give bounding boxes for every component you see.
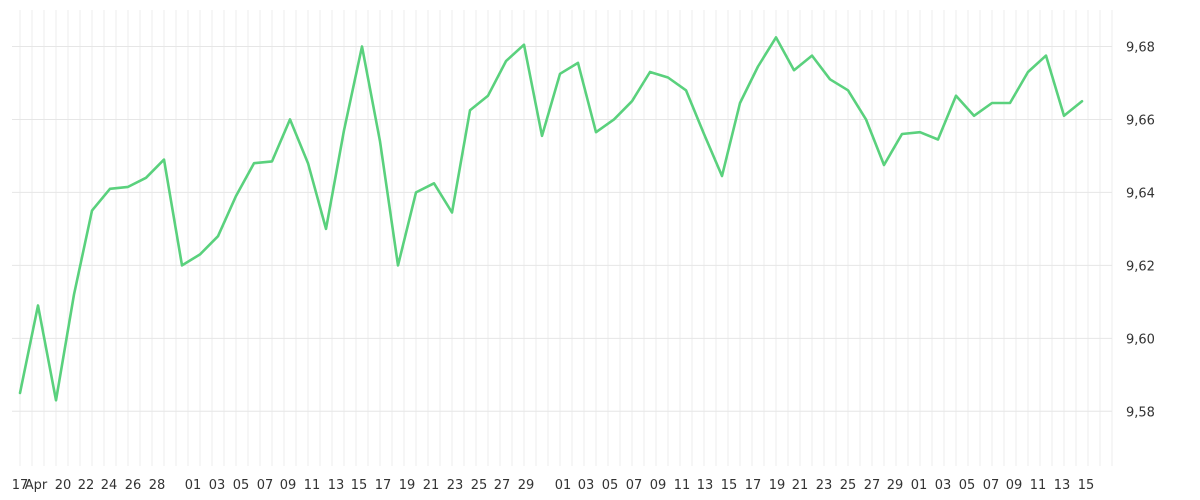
x-tick-label: 03 (935, 478, 952, 493)
x-tick-label: 21 (423, 478, 440, 493)
y-tick-label: 9,66 (1126, 113, 1155, 128)
y-tick-label: 9,64 (1126, 186, 1155, 201)
x-tick-label: 17 (12, 478, 29, 493)
x-tick-label: 19 (769, 478, 786, 493)
y-tick-label: 9,62 (1126, 259, 1155, 274)
x-tick-label: 15 (1078, 478, 1095, 493)
x-tick-label: 15 (721, 478, 738, 493)
x-tick-label: 11 (674, 478, 691, 493)
x-tick-label: 28 (149, 478, 166, 493)
series-line (18, 36, 1084, 402)
x-tick-label: 17 (745, 478, 762, 493)
x-tick-label: Apr (25, 478, 48, 493)
x-tick-label: 13 (328, 478, 345, 493)
x-tick-label: 19 (399, 478, 416, 493)
x-tick-label: 01 (185, 478, 202, 493)
x-tick-label: 07 (983, 478, 1000, 493)
x-tick-label: 09 (280, 478, 297, 493)
x-tick-label: 01 (555, 478, 572, 493)
y-axis: 9,58 9,60 9,62 9,64 9,66 9,68 (1126, 40, 1155, 420)
x-tick-label: 24 (101, 478, 118, 493)
x-tick-label: 23 (447, 478, 464, 493)
x-tick-label: 26 (125, 478, 142, 493)
x-tick-label: 03 (578, 478, 595, 493)
x-tick-label: 27 (864, 478, 881, 493)
x-tick-label: 07 (257, 478, 274, 493)
x-tick-label: 17 (375, 478, 392, 493)
x-tick-label: 21 (792, 478, 809, 493)
x-tick-label: 05 (959, 478, 976, 493)
y-tick-label: 9,60 (1126, 332, 1155, 347)
x-tick-label: 05 (233, 478, 250, 493)
x-tick-label: 25 (471, 478, 488, 493)
x-tick-label: 11 (1030, 478, 1047, 493)
y-tick-label: 9,58 (1126, 405, 1155, 420)
x-tick-label: 29 (887, 478, 904, 493)
grid (12, 10, 1113, 466)
y-tick-label: 9,68 (1126, 40, 1155, 55)
x-tick-label: 15 (351, 478, 368, 493)
x-tick-label: 25 (840, 478, 857, 493)
x-tick-label: 09 (1006, 478, 1023, 493)
x-tick-label: 13 (1054, 478, 1071, 493)
x-tick-label: 23 (816, 478, 833, 493)
x-tick-label: 07 (626, 478, 643, 493)
x-tick-label: 09 (650, 478, 667, 493)
x-tick-label: 13 (697, 478, 714, 493)
x-tick-label: 03 (209, 478, 226, 493)
x-tick-label: 27 (494, 478, 511, 493)
x-tick-label: 05 (602, 478, 619, 493)
x-tick-label: 22 (78, 478, 95, 493)
series (18, 36, 1084, 402)
x-tick-label: 29 (518, 478, 535, 493)
x-tick-label: 20 (55, 478, 72, 493)
x-tick-label: 01 (911, 478, 928, 493)
x-tick-label: 11 (304, 478, 321, 493)
